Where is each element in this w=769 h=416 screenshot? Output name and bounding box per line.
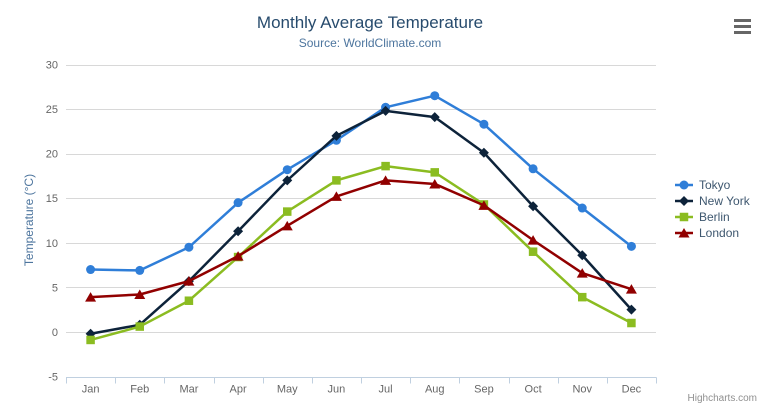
y-axis-label: -5 [48,372,58,384]
y-axis-label: 15 [46,193,58,205]
data-point-marker[interactable] [626,241,636,251]
data-point-marker[interactable] [135,322,145,331]
data-point-marker[interactable] [380,175,392,185]
x-axis-label: Jan [82,384,100,396]
data-point-marker [679,180,689,190]
data-point-marker[interactable] [576,268,588,278]
data-point-marker[interactable] [479,119,489,129]
data-point-marker[interactable] [528,201,539,212]
data-point-marker[interactable] [183,276,195,286]
data-point-marker[interactable] [134,289,146,299]
data-point-marker [679,196,689,206]
x-axis-label: May [277,384,298,396]
data-point-marker[interactable] [232,251,244,261]
series-london[interactable] [85,175,637,302]
data-point-marker[interactable] [330,191,342,201]
series-line [89,164,633,342]
x-axis-label: Feb [130,384,149,396]
y-axis-labels: -5 0 5 10 15 20 25 30 [46,60,58,384]
x-axis-labels: Jan Feb Mar Apr May Jun Jul Aug Sep Oct Nov Dec [82,384,642,396]
y-axis-label: 25 [46,104,58,116]
data-point-marker[interactable] [380,105,391,116]
legend-item-tokyo[interactable]: Tokyo [674,177,750,193]
data-point-marker[interactable] [527,235,539,245]
data-point-marker[interactable] [625,284,637,294]
legend-marker-icon [675,212,693,222]
y-gridlines [66,65,656,378]
data-point-marker[interactable] [281,220,293,231]
legend-marker-icon [675,228,693,238]
x-axis [66,377,657,384]
x-axis-label: Dec [622,384,642,396]
data-point-marker[interactable] [135,265,145,275]
data-point-marker[interactable] [577,203,587,213]
legend-marker-icon [675,180,693,190]
data-point-marker[interactable] [429,178,441,189]
data-point-marker[interactable] [331,130,342,141]
legend-item-berlin[interactable]: Berlin [674,209,750,225]
data-point-marker [679,212,689,222]
y-axis-label: 30 [46,60,58,72]
data-point-marker[interactable] [283,207,292,216]
data-point-marker[interactable] [430,91,440,101]
legend-item-london[interactable]: London [674,225,750,241]
data-point-marker[interactable] [85,292,97,302]
legend-marker-icon [675,196,693,206]
data-point-marker[interactable] [233,226,244,237]
data-point-marker[interactable] [478,200,490,210]
data-point-marker[interactable] [282,175,293,186]
data-point-marker[interactable] [429,112,440,123]
data-point-marker[interactable] [86,335,95,345]
data-point-marker[interactable] [381,161,390,171]
data-point-marker[interactable] [478,147,489,158]
y-axis-label: 20 [46,149,58,161]
x-axis-label: Jun [328,384,346,396]
data-point-marker[interactable] [86,265,96,275]
series-line [89,179,633,299]
data-point-marker[interactable] [528,247,538,256]
y-axis-label: 10 [46,238,58,250]
series-new-york[interactable] [85,105,637,339]
chart-subtitle: Source: WorldClimate.com [298,36,442,50]
legend: Tokyo New York Berlin London [674,177,750,241]
legend-label: New York [699,194,750,208]
series-line [89,109,633,335]
data-point-marker[interactable] [528,164,538,174]
data-point-marker[interactable] [233,198,243,208]
data-point-marker[interactable] [282,165,292,175]
highcharts-credit[interactable]: Highcharts.com [687,393,757,404]
legend-label: Berlin [699,210,730,224]
data-point-marker[interactable] [627,318,636,328]
legend-label: London [699,226,740,240]
y-axis-label: 0 [52,327,58,339]
data-point-marker[interactable] [578,292,587,302]
series-line [89,94,633,272]
x-axis-label: Sep [474,384,494,396]
series-tokyo[interactable] [86,91,636,275]
data-point-marker[interactable] [577,250,588,261]
x-axis-label: Mar [179,384,198,396]
x-axis-label: Jul [379,384,393,396]
x-axis-label: Apr [230,384,247,396]
hamburger-icon [732,19,753,34]
data-point-marker[interactable] [184,296,194,305]
x-axis-label: Nov [572,384,592,396]
y-axis-title: Temperature (°C) [22,173,36,267]
data-point-marker[interactable] [626,304,637,315]
context-menu-button[interactable] [731,18,754,39]
data-point-marker[interactable] [332,176,341,185]
data-point-marker[interactable] [184,242,194,252]
data-point-marker [678,228,690,238]
chart-title: Monthly Average Temperature [256,13,484,32]
y-axis-label: 5 [52,282,58,294]
legend-label: Tokyo [699,178,731,192]
legend-item-new-york[interactable]: New York [674,193,750,209]
x-axis-label: Oct [525,384,542,396]
x-axis-label: Aug [425,384,445,396]
data-point-marker[interactable] [430,168,440,177]
